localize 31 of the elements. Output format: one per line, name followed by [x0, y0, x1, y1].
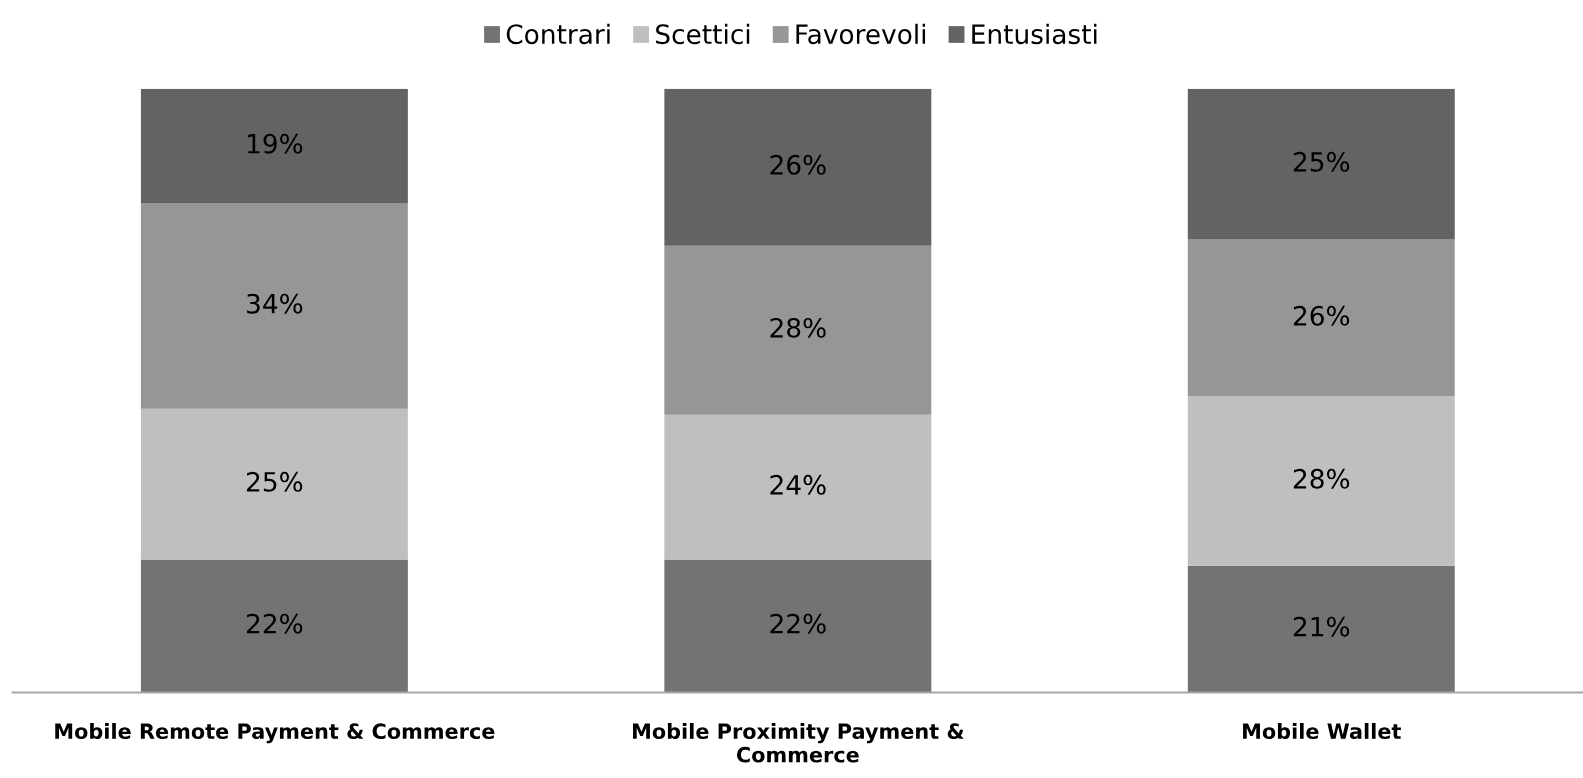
legend-label: Contrari	[506, 23, 610, 45]
data-label: 24%	[770, 474, 826, 495]
x-tick-label: Mobile Remote Payment & Commerce	[55, 722, 495, 744]
bar	[664, 414, 932, 560]
bar	[1187, 239, 1455, 397]
data-label: 25%	[246, 471, 303, 492]
data-label: 28%	[770, 317, 826, 338]
bar	[140, 559, 408, 693]
bar	[664, 559, 932, 693]
x-tick-label: Mobile Proximity Payment & Commerce	[633, 722, 964, 763]
data-label: 22%	[246, 613, 303, 634]
legend-label: Entusiasti	[972, 23, 1097, 45]
bar	[1187, 565, 1455, 693]
bar	[140, 88, 408, 204]
data-label: 21%	[1293, 616, 1350, 637]
data-label: 26%	[770, 154, 826, 175]
data-label: 22%	[770, 613, 826, 634]
data-label: 26%	[1293, 305, 1350, 326]
bar	[140, 203, 408, 409]
data-label: 34%	[247, 293, 303, 314]
legend-label: Scettici	[656, 23, 750, 45]
bar	[664, 88, 932, 246]
legend-label: Favorevoli	[796, 23, 926, 45]
data-label: 19%	[247, 133, 303, 154]
bar	[140, 408, 408, 560]
x-tick-label: Mobile Wallet	[1243, 722, 1401, 740]
bar	[664, 245, 932, 415]
bar	[1187, 88, 1455, 240]
bar	[1187, 396, 1455, 566]
data-label: 25%	[1293, 151, 1350, 172]
data-label: 28%	[1293, 468, 1350, 489]
